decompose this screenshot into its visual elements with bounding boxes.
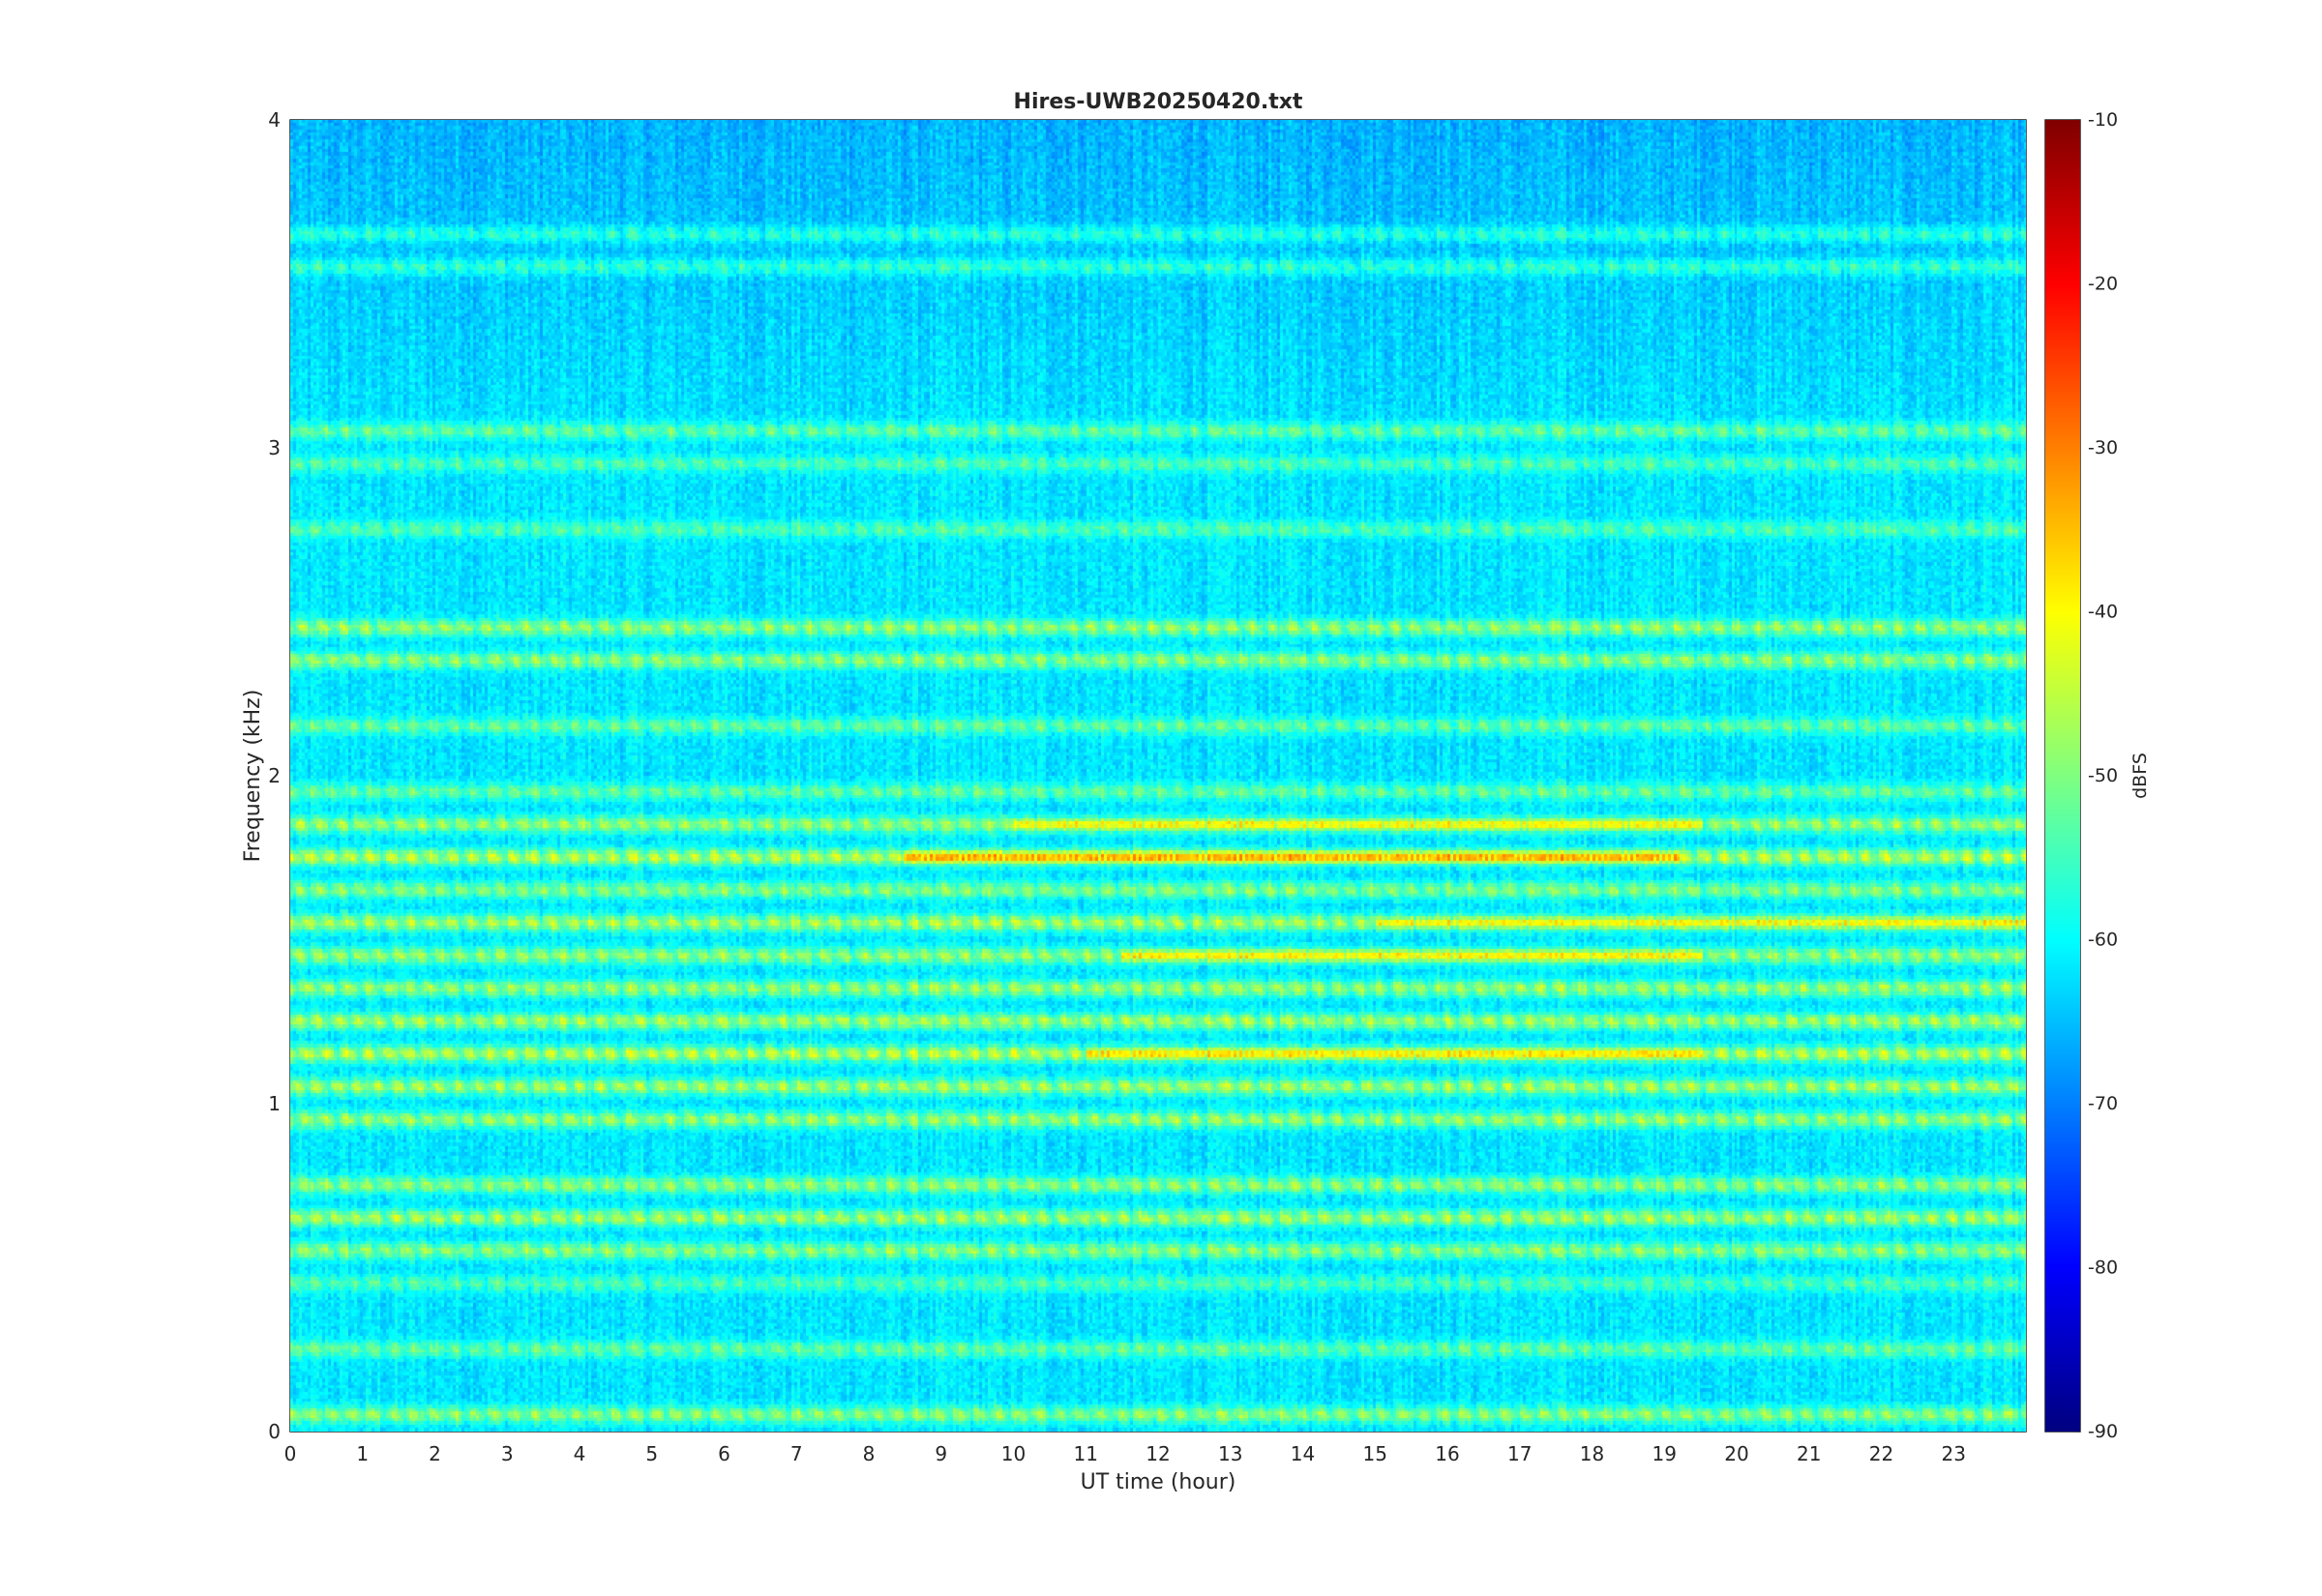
y-tick-label: 4 <box>268 108 281 132</box>
x-tick-label: 6 <box>718 1442 730 1465</box>
x-axis-label: UT time (hour) <box>1081 1470 1236 1494</box>
colorbar-tick-label: -30 <box>2088 437 2118 458</box>
x-tick-label: 21 <box>1797 1442 1821 1465</box>
y-axis-ticks: 0 1 2 3 4 <box>268 108 2026 1443</box>
x-tick-label: 13 <box>1218 1442 1242 1465</box>
colorbar-tick-label: -10 <box>2088 109 2118 131</box>
y-axis-label: Frequency (kHz) <box>241 690 265 863</box>
colorbar-gradient <box>2045 120 2080 1432</box>
x-tick-label: 12 <box>1146 1442 1170 1465</box>
x-tick-label: 4 <box>574 1442 586 1465</box>
x-tick-label: 20 <box>1724 1442 1748 1465</box>
colorbar-tick-label: -40 <box>2088 602 2118 623</box>
colorbar-tick-label: -50 <box>2088 765 2118 786</box>
y-tick-label: 1 <box>268 1092 281 1115</box>
colorbar-tick-label: -70 <box>2088 1093 2118 1114</box>
colorbar-tick-label: -20 <box>2088 274 2118 295</box>
x-tick-label: 16 <box>1435 1442 1459 1465</box>
colorbar-tick-label: -90 <box>2088 1421 2118 1442</box>
y-tick-label: 3 <box>268 436 281 459</box>
x-tick-label: 2 <box>429 1442 441 1465</box>
x-tick-label: 22 <box>1869 1442 1893 1465</box>
x-tick-label: 9 <box>935 1442 947 1465</box>
x-tick-label: 23 <box>1942 1442 1966 1465</box>
x-tick-label: 7 <box>790 1442 803 1465</box>
y-tick-label: 2 <box>268 764 281 787</box>
x-tick-label: 1 <box>356 1442 369 1465</box>
spectrogram-heatmap <box>290 120 2026 1432</box>
y-tick-label: 0 <box>268 1420 281 1443</box>
colorbar-label: dBFS <box>2129 753 2151 799</box>
x-tick-label: 15 <box>1363 1442 1387 1465</box>
x-tick-label: 19 <box>1652 1442 1677 1465</box>
x-tick-label: 18 <box>1580 1442 1604 1465</box>
x-tick-label: 10 <box>1001 1442 1026 1465</box>
x-tick-label: 0 <box>284 1442 297 1465</box>
x-tick-label: 3 <box>501 1442 514 1465</box>
x-tick-label: 5 <box>645 1442 658 1465</box>
x-tick-label: 8 <box>863 1442 876 1465</box>
x-tick-label: 11 <box>1074 1442 1098 1465</box>
colorbar-tick-label: -80 <box>2088 1257 2118 1279</box>
x-tick-label: 17 <box>1507 1442 1532 1465</box>
colorbar-ticks: -90 -80 -70 -60 -50 -40 -30 -20 -10 <box>2073 109 2118 1442</box>
x-tick-label: 14 <box>1291 1442 1315 1465</box>
chart-title: Hires-UWB20250420.txt <box>1014 90 1303 114</box>
colorbar-tick-label: -60 <box>2088 930 2118 951</box>
